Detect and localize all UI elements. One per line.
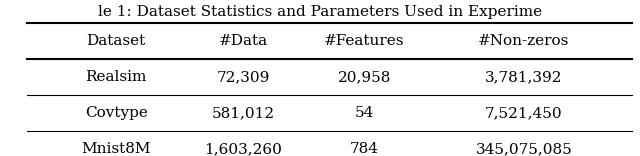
Text: 784: 784 bbox=[350, 142, 379, 156]
Text: Covtype: Covtype bbox=[84, 106, 148, 120]
Text: Mnist8M: Mnist8M bbox=[81, 142, 151, 156]
Text: Realsim: Realsim bbox=[85, 70, 147, 84]
Text: 7,521,450: 7,521,450 bbox=[485, 106, 563, 120]
Text: #Non-zeros: #Non-zeros bbox=[478, 34, 570, 48]
Text: 345,075,085: 345,075,085 bbox=[476, 142, 572, 156]
Text: #Data: #Data bbox=[219, 34, 268, 48]
Text: le 1: Dataset Statistics and Parameters Used in Experime: le 1: Dataset Statistics and Parameters … bbox=[98, 5, 542, 19]
Text: Dataset: Dataset bbox=[86, 34, 146, 48]
Text: 54: 54 bbox=[355, 106, 374, 120]
Text: 581,012: 581,012 bbox=[212, 106, 275, 120]
Text: 72,309: 72,309 bbox=[217, 70, 270, 84]
Text: #Features: #Features bbox=[324, 34, 405, 48]
Text: 20,958: 20,958 bbox=[338, 70, 391, 84]
Text: 1,603,260: 1,603,260 bbox=[205, 142, 282, 156]
Text: 3,781,392: 3,781,392 bbox=[485, 70, 563, 84]
